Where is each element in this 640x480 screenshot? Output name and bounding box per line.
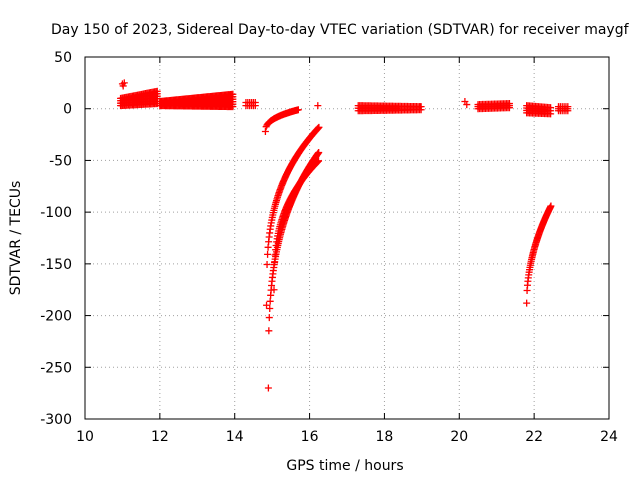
data-point [266,304,274,312]
x-tick-label: 12 [151,429,169,445]
x-axis-label: GPS time / hours [286,458,403,474]
data-point [315,157,323,165]
data-point [263,260,271,268]
grid [85,57,609,419]
data-point [261,127,269,135]
data-point [294,106,302,114]
y-axis: 50 0 -50 -100 -150 -200 -250 -300 [40,50,609,428]
x-axis: 10 12 14 16 18 20 22 24 [76,57,618,445]
data-point [266,297,274,305]
y-tick-label: -250 [40,360,72,376]
chart-title: Day 150 of 2023, Sidereal Day-to-day VTE… [51,22,630,38]
x-tick-label: 16 [301,429,319,445]
data-point [229,90,237,98]
data-points [117,79,572,392]
data-point [270,286,278,294]
y-tick-label: 0 [63,102,72,118]
x-tick-label: 18 [376,429,394,445]
y-axis-label: SDTVAR / TECUs [8,181,24,296]
data-point [505,100,513,108]
y-tick-label: -50 [49,153,72,169]
x-tick-label: 24 [600,429,618,445]
plot-frame [84,56,610,420]
x-tick-label: 20 [450,429,468,445]
data-point [315,148,323,156]
data-point [416,103,424,111]
data-point [463,101,471,109]
data-point [265,327,273,335]
data-point [119,82,127,90]
x-tick-label: 22 [525,429,543,445]
data-point [153,87,161,95]
y-tick-label: -300 [40,412,72,428]
data-point [314,102,322,110]
data-point [547,104,555,112]
y-tick-label: -100 [40,205,72,221]
data-point [547,202,555,210]
data-point [264,250,272,258]
data-point [523,299,531,307]
data-point [271,258,279,266]
data-point [263,301,271,309]
data-point [264,384,272,392]
x-tick-label: 10 [76,429,94,445]
x-tick-label: 14 [226,429,244,445]
data-point [265,314,273,322]
data-point [251,99,259,107]
y-tick-label: -200 [40,309,72,325]
data-point [120,79,128,87]
data-point [315,123,323,131]
y-tick-label: -150 [40,257,72,273]
y-tick-label: 50 [54,50,72,66]
data-point [564,103,572,111]
